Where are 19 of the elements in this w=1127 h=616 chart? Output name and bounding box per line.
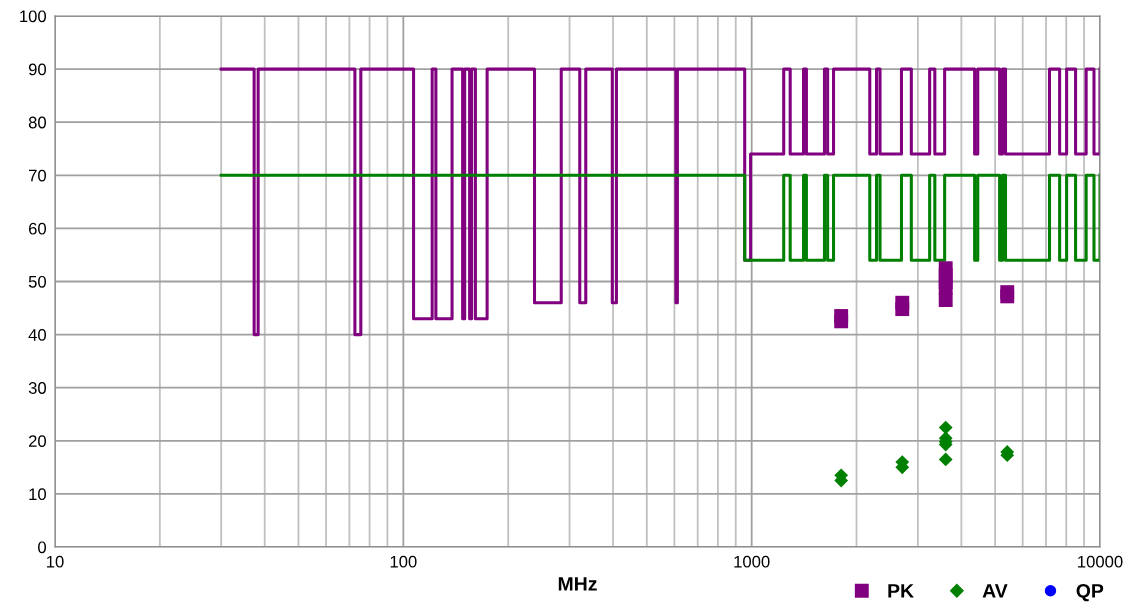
y-tick-label: 70	[28, 169, 47, 182]
y-tick-label: 100	[20, 10, 47, 23]
y-tick-label: 0	[38, 541, 47, 554]
x-axis-title: MHz	[558, 577, 597, 591]
x-tick-label: 100	[390, 555, 417, 568]
y-tick-label: 50	[28, 275, 47, 288]
x-tick-label: 10	[47, 555, 64, 568]
x-tick-label: 1000	[734, 555, 770, 568]
y-tick-label: 80	[28, 116, 47, 129]
legend-label: PK	[888, 584, 914, 598]
x-tick-label: 10000	[1078, 555, 1123, 568]
y-tick-label: 10	[29, 488, 47, 501]
y-tick-label: 90	[28, 63, 47, 76]
y-tick-label: 60	[28, 222, 47, 235]
legend-label: AV	[982, 584, 1008, 598]
y-tick-label: 20	[28, 435, 47, 447]
y-tick-label: 30	[28, 382, 47, 394]
legend-label: QP	[1076, 583, 1104, 602]
y-tick-label: 40	[28, 329, 47, 341]
